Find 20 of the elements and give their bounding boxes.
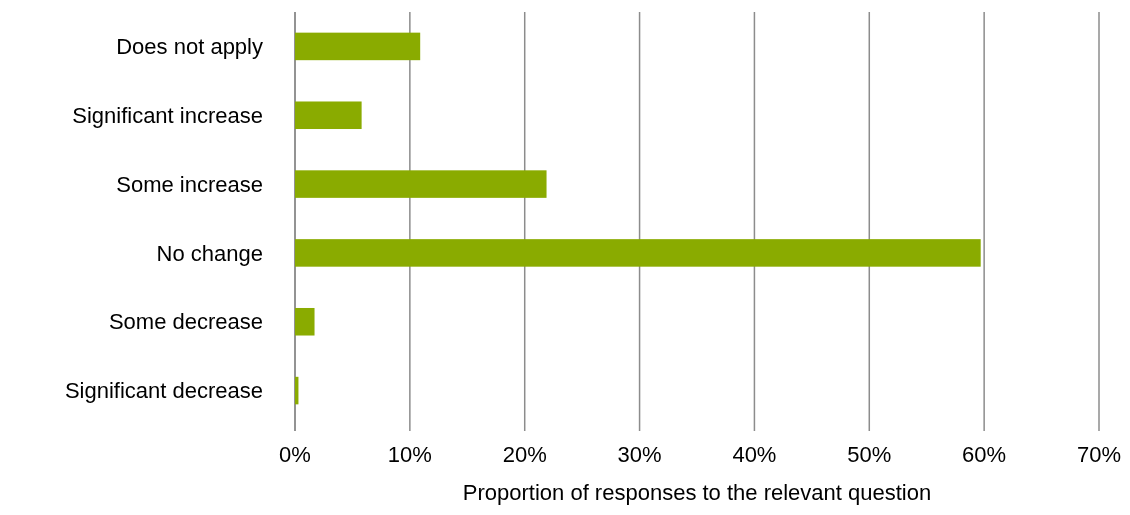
bar (295, 239, 981, 267)
y-tick-label: No change (156, 240, 263, 266)
x-tick-label: 40% (732, 442, 777, 467)
x-tick-label: 70% (1076, 442, 1122, 467)
bar (295, 170, 547, 198)
bar (295, 101, 362, 130)
x-tick-label: 20% (502, 442, 547, 467)
x-tick-label: 50% (847, 442, 892, 467)
x-axis-title: Proportion of responses to the relevant question (462, 480, 932, 505)
x-tick-label: 0% (279, 442, 311, 467)
y-tick-label: Does not apply (116, 34, 263, 60)
y-tick-label: Significant increase (72, 102, 263, 128)
y-tick-label: Some decrease (108, 309, 263, 335)
bar (295, 32, 421, 61)
x-tick-label: 30% (617, 442, 662, 467)
y-tick-label: Significant decrease (64, 378, 263, 404)
bar (295, 307, 315, 336)
y-tick-label: Some increase (116, 171, 263, 197)
x-tick-label: 60% (962, 442, 1007, 467)
x-tick-label: 10% (387, 442, 432, 467)
